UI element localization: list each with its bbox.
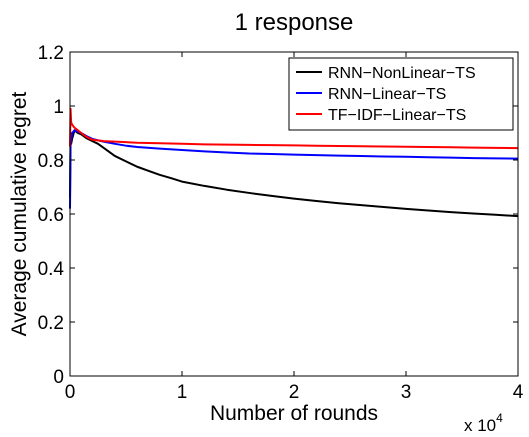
legend-label-3: TF−IDF−Linear−TS bbox=[328, 107, 466, 124]
x-tick-label: 3 bbox=[401, 382, 412, 403]
series-line-3 bbox=[69, 107, 519, 150]
y-tick-label: 1.2 bbox=[38, 43, 64, 64]
y-tick-label: 0.2 bbox=[38, 313, 64, 334]
y-axis-label: Average cumulative regret bbox=[8, 91, 31, 336]
x-multiplier-text: x 104 bbox=[464, 411, 503, 435]
legend-label-1: RNN−NonLinear−TS bbox=[328, 65, 476, 82]
y-tick-label: 0.4 bbox=[38, 259, 65, 280]
legend: RNN−NonLinear−TS RNN−Linear−TS TF−IDF−Line… bbox=[288, 57, 514, 131]
ticks-layer bbox=[69, 51, 519, 377]
tick-labels-layer: 0 1 2 3 4 0 0.2 0.4 0.6 0.8 1 1.2 bbox=[38, 43, 524, 403]
legend-label-2: RNN−Linear−TS bbox=[328, 86, 446, 103]
series-layer bbox=[69, 107, 519, 218]
x-multiplier-exponent: 4 bbox=[496, 411, 503, 425]
x-tick-label: 1 bbox=[177, 382, 188, 403]
chart-title: 1 response bbox=[235, 9, 354, 36]
x-multiplier: x 104 bbox=[464, 411, 503, 435]
series-line-2 bbox=[69, 129, 519, 209]
x-tick-label: 4 bbox=[513, 382, 524, 403]
x-tick-label: 0 bbox=[65, 382, 76, 403]
y-tick-label: 0.6 bbox=[38, 205, 64, 226]
series-line-1 bbox=[69, 129, 519, 218]
x-axis-label: Number of rounds bbox=[210, 402, 378, 425]
legend-box bbox=[288, 57, 514, 131]
x-multiplier-base: x 10 bbox=[464, 416, 496, 435]
x-tick-label: 2 bbox=[289, 382, 300, 403]
y-tick-label: 0 bbox=[53, 367, 64, 388]
y-tick-label: 0.8 bbox=[38, 151, 64, 172]
y-tick-label: 1 bbox=[53, 97, 64, 118]
